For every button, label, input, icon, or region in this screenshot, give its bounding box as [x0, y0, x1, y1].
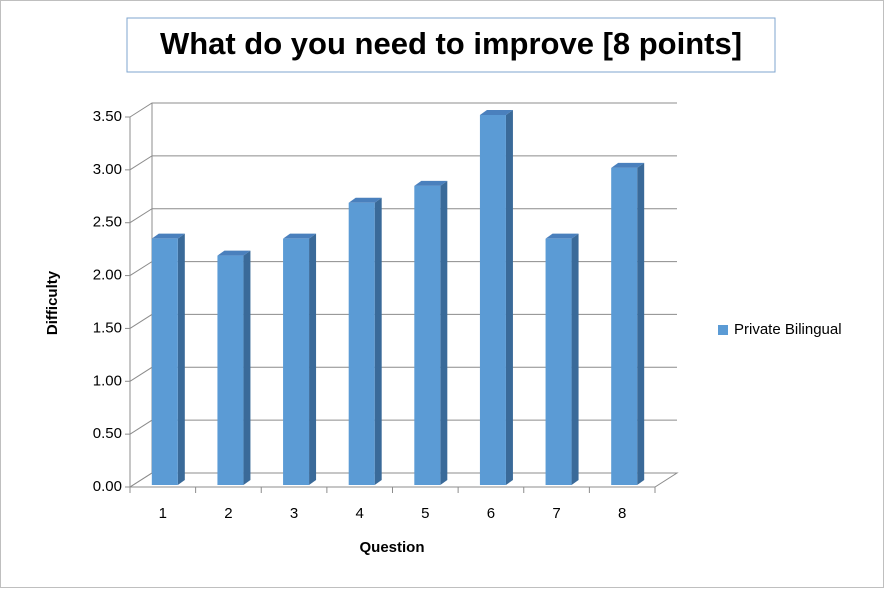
chart-title: What do you need to improve [8 points] — [160, 26, 742, 61]
bar-face — [151, 238, 178, 485]
x-tick-label: 4 — [356, 505, 364, 522]
bar-face — [571, 233, 579, 485]
legend-swatch — [718, 325, 728, 335]
bar-face — [414, 185, 441, 486]
bar-face — [348, 197, 382, 203]
bar-face — [151, 233, 185, 239]
x-tick-label: 7 — [552, 505, 560, 522]
y-axis-title: Difficulty — [44, 270, 61, 335]
x-tick-label: 2 — [224, 505, 232, 522]
bar-face — [309, 233, 317, 485]
bar-face — [611, 162, 645, 168]
bar-face — [348, 202, 375, 485]
x-tick-label: 3 — [290, 505, 298, 522]
y-tick-label: 0.50 — [93, 425, 122, 442]
bar-face — [374, 197, 382, 485]
bar-face — [217, 255, 244, 485]
x-tick-label: 6 — [487, 505, 495, 522]
bar-face — [545, 233, 579, 239]
legend-label: Private Bilingual — [734, 321, 842, 338]
bar-face — [637, 162, 645, 485]
bar — [283, 233, 317, 485]
y-tick-label: 0.00 — [93, 478, 122, 495]
bar-face — [479, 110, 513, 115]
y-tick-label: 1.50 — [93, 319, 122, 336]
bar — [217, 250, 251, 485]
bar-face — [440, 180, 448, 486]
y-tick-label: 1.00 — [93, 372, 122, 389]
x-tick-label: 5 — [421, 505, 429, 522]
bar-face — [217, 250, 251, 256]
x-tick-label: 8 — [618, 505, 626, 522]
bar — [611, 162, 645, 485]
bar-face — [243, 250, 251, 485]
bar — [545, 233, 579, 485]
bar-face — [611, 167, 638, 485]
y-tick-label: 2.50 — [93, 214, 122, 231]
bar — [479, 110, 513, 485]
title-box — [126, 17, 776, 73]
bar-face — [414, 180, 448, 186]
y-tick-label: 3.00 — [93, 161, 122, 178]
bar — [414, 180, 448, 486]
grid-line — [129, 102, 677, 118]
bar-face — [479, 115, 506, 485]
y-tick-label: 2.00 — [93, 267, 122, 284]
bar-face — [177, 233, 185, 485]
x-tick-label: 1 — [159, 505, 167, 522]
bar — [348, 197, 382, 485]
bar-face — [545, 238, 572, 485]
x-axis-title: Question — [359, 539, 424, 556]
bar-face — [283, 233, 317, 239]
bar-face — [505, 110, 513, 485]
bar — [151, 233, 185, 485]
y-tick-label: 3.50 — [93, 108, 122, 125]
bar-face — [283, 238, 310, 485]
